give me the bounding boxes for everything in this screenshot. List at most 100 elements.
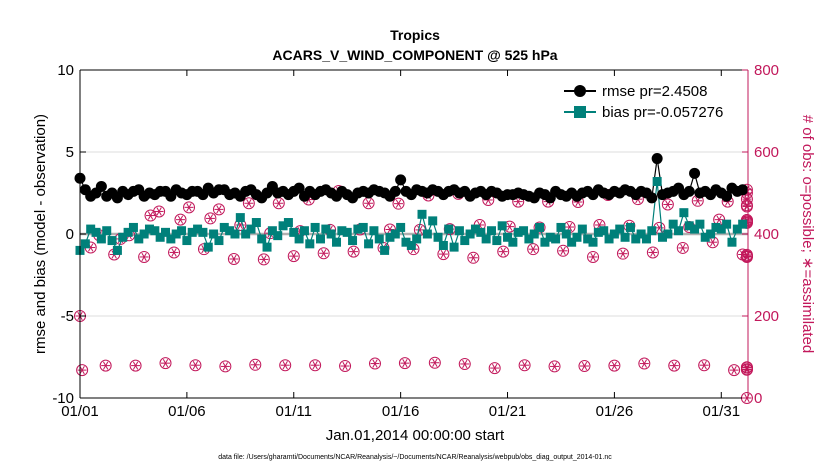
- bias-point: [679, 208, 689, 218]
- bias-point: [535, 222, 545, 232]
- obs-assimilated-marker: [139, 252, 149, 262]
- obs-possible-marker: [219, 360, 232, 373]
- obs-assimilated-stroke: [291, 251, 297, 261]
- obs-assimilated-marker: [250, 360, 260, 369]
- obs-possible-marker: [616, 247, 629, 260]
- bias-point: [481, 234, 491, 244]
- obs-assimilated-marker: [579, 361, 589, 371]
- obs-assimilated-marker: [669, 361, 679, 370]
- bias-point: [695, 219, 705, 229]
- obs-assimilated-marker: [699, 361, 709, 370]
- bias-point: [187, 227, 197, 237]
- x-tick-label: 01/16: [382, 403, 420, 420]
- series-markers: [74, 153, 749, 255]
- chart-title: Tropics: [390, 27, 440, 43]
- obs-assimilated-stroke: [492, 363, 498, 373]
- bias-point: [428, 216, 438, 226]
- bias-point: [278, 221, 288, 231]
- obs-assimilated-marker: [639, 359, 649, 368]
- y-tick-label-left: -5: [61, 308, 74, 325]
- obs-assimilated-stroke: [261, 255, 267, 264]
- obs-possible-marker: [740, 250, 753, 263]
- bias-point: [91, 227, 101, 237]
- obs-assimilated-stroke: [596, 220, 603, 230]
- bias-point: [155, 232, 165, 242]
- obs-assimilated-marker: [513, 197, 523, 206]
- obs-assimilated-stroke: [395, 199, 402, 208]
- obs-assimilated-stroke: [650, 248, 656, 257]
- bias-point: [273, 231, 283, 241]
- bias-point: [738, 219, 748, 229]
- rmse-point: [737, 184, 749, 196]
- y-tick-label-left: 10: [57, 62, 74, 79]
- obs-assimilated-marker: [528, 245, 538, 254]
- bias-point: [406, 240, 416, 250]
- obs-assimilated-marker: [714, 215, 724, 224]
- obs-assimilated-marker: [190, 361, 200, 370]
- obs-assimilated-stroke: [312, 361, 318, 370]
- bias-point: [337, 226, 347, 236]
- bias-point: [251, 218, 261, 228]
- obs-assimilated-marker: [663, 200, 673, 209]
- obs-possible-marker: [428, 356, 441, 369]
- obs-assimilated-stroke: [222, 362, 229, 371]
- bias-point: [96, 234, 106, 244]
- obs-assimilated-marker: [394, 199, 404, 208]
- bias-point: [727, 237, 737, 247]
- obs-assimilated-stroke: [156, 207, 162, 216]
- bias-point: [128, 222, 138, 232]
- bias-point: [460, 236, 470, 246]
- bias-point: [380, 245, 390, 255]
- obs-assimilated-marker: [588, 252, 598, 262]
- bias-point: [144, 224, 154, 234]
- obs-possible-marker: [183, 201, 196, 214]
- obs-possible-marker: [99, 359, 112, 372]
- obs-assimilated-marker: [550, 362, 560, 371]
- bias-point: [241, 229, 251, 239]
- y-tick-label-right: 600: [754, 144, 779, 161]
- obs-assimilated-stroke: [432, 358, 438, 367]
- y-tick-label-right: 800: [754, 62, 779, 79]
- bias-point: [102, 226, 112, 236]
- obs-assimilated-stroke: [342, 361, 348, 371]
- bias-point: [262, 242, 272, 252]
- obs-assimilated-marker: [175, 215, 185, 224]
- rmse-point: [293, 182, 305, 194]
- bias-point: [182, 236, 192, 246]
- obs-possible-marker: [189, 359, 202, 372]
- obs-possible-marker: [368, 357, 381, 370]
- bias-point: [631, 234, 641, 244]
- bias-point: [246, 224, 256, 234]
- obs-assimilated-stroke: [530, 245, 536, 254]
- obs-possible-marker: [138, 250, 151, 263]
- y-axis-label-right: # of obs: o=possible; ∗=assimilated: [799, 115, 816, 354]
- obs-possible-marker: [249, 358, 262, 371]
- x-axis-label: Jan.01,2014 00:00:00 start: [326, 427, 505, 444]
- bias-point: [401, 237, 411, 247]
- bias-point: [545, 232, 555, 242]
- bias-point: [706, 229, 716, 239]
- obs-possible-marker: [242, 197, 255, 210]
- bias-point: [332, 237, 342, 247]
- obs-assimilated-marker: [319, 249, 329, 258]
- obs-assimilated-marker: [244, 199, 254, 208]
- rmse-point: [395, 174, 407, 186]
- obs-possible-marker: [587, 250, 600, 263]
- rmse-point: [689, 167, 701, 179]
- obs-possible-marker: [698, 359, 711, 372]
- bias-point: [171, 229, 181, 239]
- obs-assimilated-marker: [370, 359, 380, 368]
- obs-assimilated-stroke: [186, 203, 192, 212]
- obs-possible-marker: [159, 357, 172, 370]
- obs-possible-marker: [347, 245, 360, 258]
- bias-point: [348, 236, 358, 246]
- obs-assimilated-stroke: [372, 359, 378, 368]
- chart-subtitle: ACARS_V_WIND_COMPONENT @ 525 hPa: [272, 47, 557, 63]
- bias-point: [556, 222, 566, 232]
- obs-possible-marker: [608, 359, 621, 372]
- obs-possible-marker: [557, 244, 570, 257]
- obs-assimilated-stroke: [102, 361, 109, 370]
- obs-possible-marker: [174, 213, 187, 226]
- rmse-point: [389, 185, 401, 197]
